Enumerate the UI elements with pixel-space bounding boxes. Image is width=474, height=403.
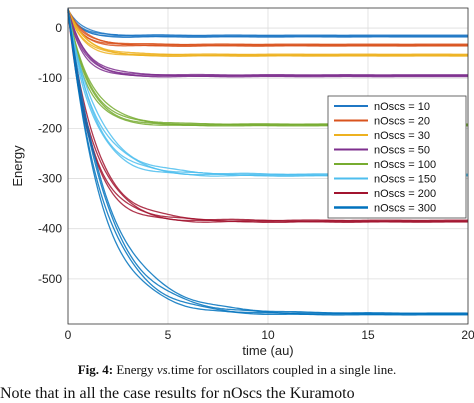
figure-caption: Fig. 4: Energy vs.time for oscillators c…	[0, 362, 474, 378]
y-tick-label: -500	[38, 272, 62, 286]
y-tick-label: 0	[55, 21, 62, 35]
series-lines	[67, 8, 469, 316]
y-tick-label: -100	[38, 71, 62, 85]
x-tick-label: 5	[165, 328, 172, 342]
x-tick-label: 20	[461, 328, 474, 342]
legend-entry: nOscs = 10	[374, 101, 430, 113]
series-line	[67, 8, 468, 56]
y-tick-label: -400	[38, 222, 62, 236]
legend-entry: nOscs = 50	[374, 145, 430, 157]
energy-chart: 0 5 10 15 200-100-200-300-400-500 time (au) …	[10, 7, 474, 358]
caption-text-after: time for oscillators coupled in a single…	[171, 362, 397, 377]
legend-entry: nOscs = 30	[374, 130, 430, 142]
legend-box	[327, 95, 467, 219]
series-line	[67, 9, 468, 77]
y-tick-label: -300	[38, 172, 62, 186]
series-line	[67, 8, 468, 46]
legend-entry: nOscs = 20	[374, 116, 430, 128]
caption-text-before: Energy	[113, 362, 157, 377]
series-line	[67, 8, 469, 314]
legend-entry: nOscs = 100	[374, 159, 436, 171]
x-tick-label: 15	[361, 328, 375, 342]
series-line	[67, 9, 468, 76]
series-line	[67, 10, 468, 316]
plot-frame	[67, 7, 469, 325]
y-tick-label: -200	[38, 121, 62, 135]
x-tick-label: 10	[261, 328, 275, 342]
series-line	[67, 10, 468, 222]
series-line	[67, 8, 468, 223]
series-line	[67, 9, 468, 37]
caption-italic: vs.	[156, 362, 171, 377]
x-axis-label: time (au)	[242, 343, 293, 358]
body-text-line: Note that in all the case results for nO…	[0, 385, 355, 402]
legend-entry: nOscs = 150	[374, 174, 436, 186]
legend-entry: nOscs = 300	[374, 203, 436, 215]
x-tick-label: 0	[65, 328, 72, 342]
y-axis-label: Energy	[10, 145, 25, 187]
legend: nOscs = 10 nOscs = 20 nOscs = 30 nOscs = 50…	[327, 95, 467, 219]
series-line	[67, 10, 468, 47]
legend-entry: nOscs = 200	[374, 188, 436, 200]
tick-labels: 0 5 10 15 20 0 -100 -200 -300 -400 -500	[38, 21, 474, 342]
figure-label: Fig. 4:	[77, 362, 114, 377]
